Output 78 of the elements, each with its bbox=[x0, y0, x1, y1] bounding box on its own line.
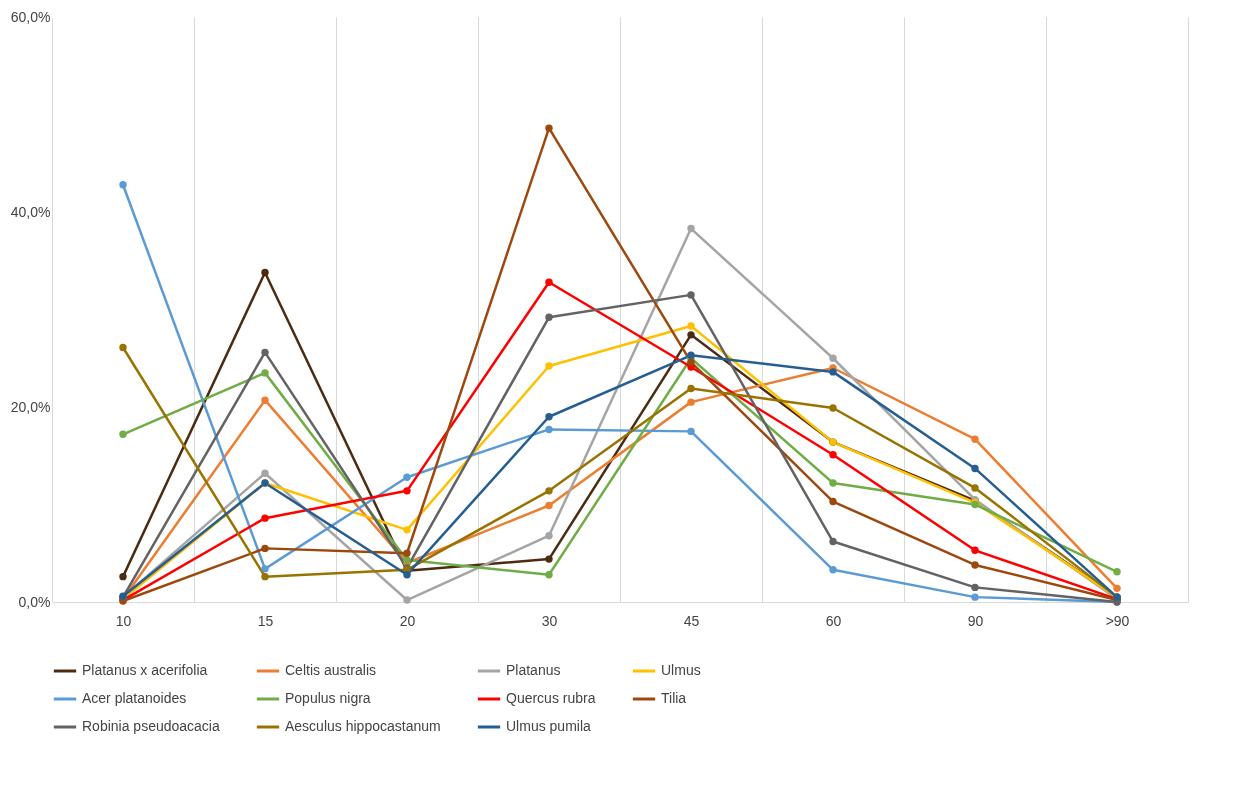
point bbox=[687, 398, 695, 406]
x-tick-label: 45 bbox=[683, 612, 700, 629]
legend-label: Ulmus bbox=[661, 662, 701, 678]
point bbox=[261, 268, 269, 277]
point bbox=[119, 430, 127, 438]
x-tick-label: 20 bbox=[399, 612, 416, 629]
point bbox=[687, 322, 695, 330]
y-tick-label: 0,0% bbox=[18, 593, 51, 610]
legend-label: Celtis australis bbox=[285, 662, 377, 678]
point bbox=[687, 291, 695, 299]
point bbox=[829, 404, 837, 412]
point bbox=[971, 484, 979, 492]
point bbox=[545, 124, 553, 132]
x-tick-label: 90 bbox=[967, 612, 984, 629]
point bbox=[829, 497, 837, 506]
point bbox=[545, 555, 553, 563]
point bbox=[403, 549, 411, 557]
point bbox=[1113, 584, 1121, 593]
legend-label: Ulmus pumila bbox=[506, 718, 592, 734]
point bbox=[403, 596, 411, 604]
point bbox=[1113, 568, 1121, 576]
point bbox=[545, 313, 553, 321]
legend-label: Populus nigra bbox=[285, 690, 371, 706]
point bbox=[403, 571, 411, 579]
point bbox=[545, 425, 553, 434]
y-tick-label: 40,0% bbox=[10, 203, 51, 220]
point bbox=[687, 224, 695, 233]
point bbox=[829, 479, 837, 487]
point bbox=[545, 487, 553, 495]
x-tick-label: 15 bbox=[257, 612, 274, 629]
y-tick-label: 20,0% bbox=[10, 398, 51, 415]
point bbox=[687, 427, 695, 436]
point bbox=[261, 396, 269, 404]
point bbox=[829, 368, 837, 376]
point bbox=[545, 413, 553, 421]
point bbox=[971, 435, 979, 443]
point bbox=[971, 583, 979, 592]
point bbox=[545, 501, 553, 510]
point bbox=[971, 593, 979, 601]
point bbox=[829, 566, 837, 574]
point bbox=[119, 343, 127, 352]
point bbox=[261, 544, 269, 553]
x-tick-label: 30 bbox=[541, 612, 558, 629]
point bbox=[119, 181, 127, 189]
point bbox=[971, 546, 979, 555]
point bbox=[829, 354, 837, 362]
point bbox=[687, 331, 695, 339]
legend-label: Tilia bbox=[661, 690, 687, 706]
point bbox=[119, 572, 127, 581]
x-tick-label: 60 bbox=[825, 612, 842, 629]
legend-label: Acer platanoides bbox=[82, 690, 187, 706]
legend-label: Robinia pseudoacacia bbox=[82, 718, 220, 734]
point bbox=[545, 532, 553, 540]
point bbox=[829, 537, 837, 546]
point bbox=[261, 469, 269, 477]
point bbox=[971, 561, 979, 569]
point bbox=[261, 565, 269, 573]
legend-label: Platanus x acerifolia bbox=[82, 662, 208, 678]
point bbox=[545, 571, 553, 579]
point bbox=[829, 451, 837, 459]
y-tick-label: 60,0% bbox=[10, 8, 51, 25]
point bbox=[403, 487, 411, 495]
point bbox=[403, 526, 411, 534]
point bbox=[261, 572, 269, 581]
point bbox=[687, 358, 695, 366]
point bbox=[545, 278, 553, 286]
point bbox=[403, 473, 411, 481]
legend-label: Aesculus hippocastanum bbox=[285, 718, 441, 734]
point bbox=[971, 464, 979, 473]
point bbox=[261, 514, 269, 522]
x-tick-label: >90 bbox=[1105, 612, 1130, 629]
x-tick-label: 10 bbox=[115, 612, 132, 629]
legend-label: Platanus bbox=[506, 662, 561, 678]
point bbox=[261, 348, 269, 357]
point bbox=[687, 384, 695, 393]
point bbox=[545, 362, 553, 370]
legend-label: Quercus rubra bbox=[506, 690, 596, 706]
point bbox=[261, 369, 269, 377]
